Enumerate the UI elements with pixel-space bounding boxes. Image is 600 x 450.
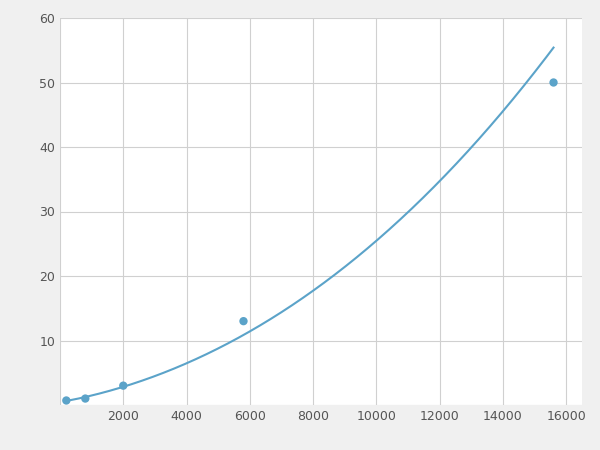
Point xyxy=(549,79,559,86)
Point xyxy=(80,395,90,402)
Point xyxy=(239,318,248,325)
Point xyxy=(62,397,71,404)
Point xyxy=(118,382,128,389)
